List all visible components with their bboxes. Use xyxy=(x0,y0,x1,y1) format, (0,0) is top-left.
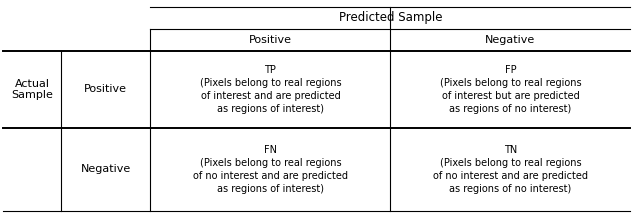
Text: FN
(Pixels belong to real regions
of no interest and are predicted
as regions of: FN (Pixels belong to real regions of no … xyxy=(193,145,348,194)
Text: Positive: Positive xyxy=(84,84,127,94)
Text: Negative: Negative xyxy=(485,35,536,45)
Text: TN
(Pixels belong to real regions
of no interest and are predicted
as regions of: TN (Pixels belong to real regions of no … xyxy=(433,145,588,194)
Text: FP
(Pixels belong to real regions
of interest but are predicted
as regions of no: FP (Pixels belong to real regions of int… xyxy=(440,65,581,114)
Text: Negative: Negative xyxy=(81,165,131,174)
Text: TP
(Pixels belong to real regions
of interest and are predicted
as regions of in: TP (Pixels belong to real regions of int… xyxy=(200,65,341,114)
Text: Positive: Positive xyxy=(249,35,292,45)
Text: Actual
Sample: Actual Sample xyxy=(11,78,53,100)
Text: Predicted Sample: Predicted Sample xyxy=(339,12,442,24)
